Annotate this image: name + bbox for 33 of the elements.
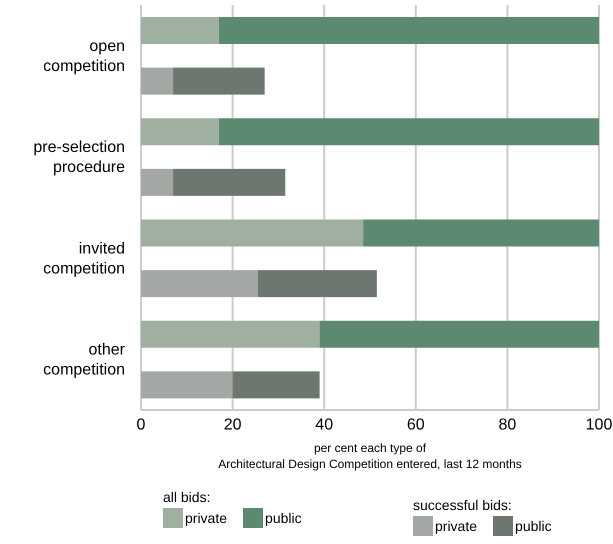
bar: [173, 168, 286, 196]
bar: [363, 220, 599, 246]
bar: [141, 168, 174, 196]
x-tick-label: 60: [406, 416, 425, 434]
bar: [141, 320, 320, 348]
x-tick-label: 40: [315, 416, 334, 434]
text: all bids:: [163, 488, 212, 506]
y-tick-label: other competition: [43, 342, 126, 379]
bar: [141, 17, 219, 44]
x-tick-label: 100: [586, 416, 612, 434]
bar: [141, 118, 219, 146]
legend-label: public: [265, 510, 302, 526]
bar: [218, 118, 599, 146]
bar: [320, 320, 599, 348]
y-tick-label: invited competition: [43, 240, 125, 278]
x-tick-label: 80: [498, 416, 516, 434]
x-tick-label: 20: [224, 416, 242, 434]
y-tick-label: open competition: [43, 38, 125, 75]
legend-label: private: [435, 518, 478, 534]
x-axis-title: per cent each type of Architectural Design Competition entered, last 12 months: [217, 440, 523, 472]
bar: [218, 17, 599, 44]
bar: [173, 68, 265, 95]
text: successful bids:: [413, 496, 513, 514]
legend-label: private: [185, 510, 228, 526]
bar: [141, 68, 174, 95]
bar: [141, 270, 258, 298]
x-tick-label: 0: [136, 416, 146, 434]
bar: [141, 220, 364, 246]
bar: [258, 270, 377, 298]
y-tick-label: pre-selection procedure: [33, 139, 126, 176]
bar: [141, 371, 233, 398]
legend-label: public: [515, 518, 552, 534]
bar: [232, 371, 320, 398]
